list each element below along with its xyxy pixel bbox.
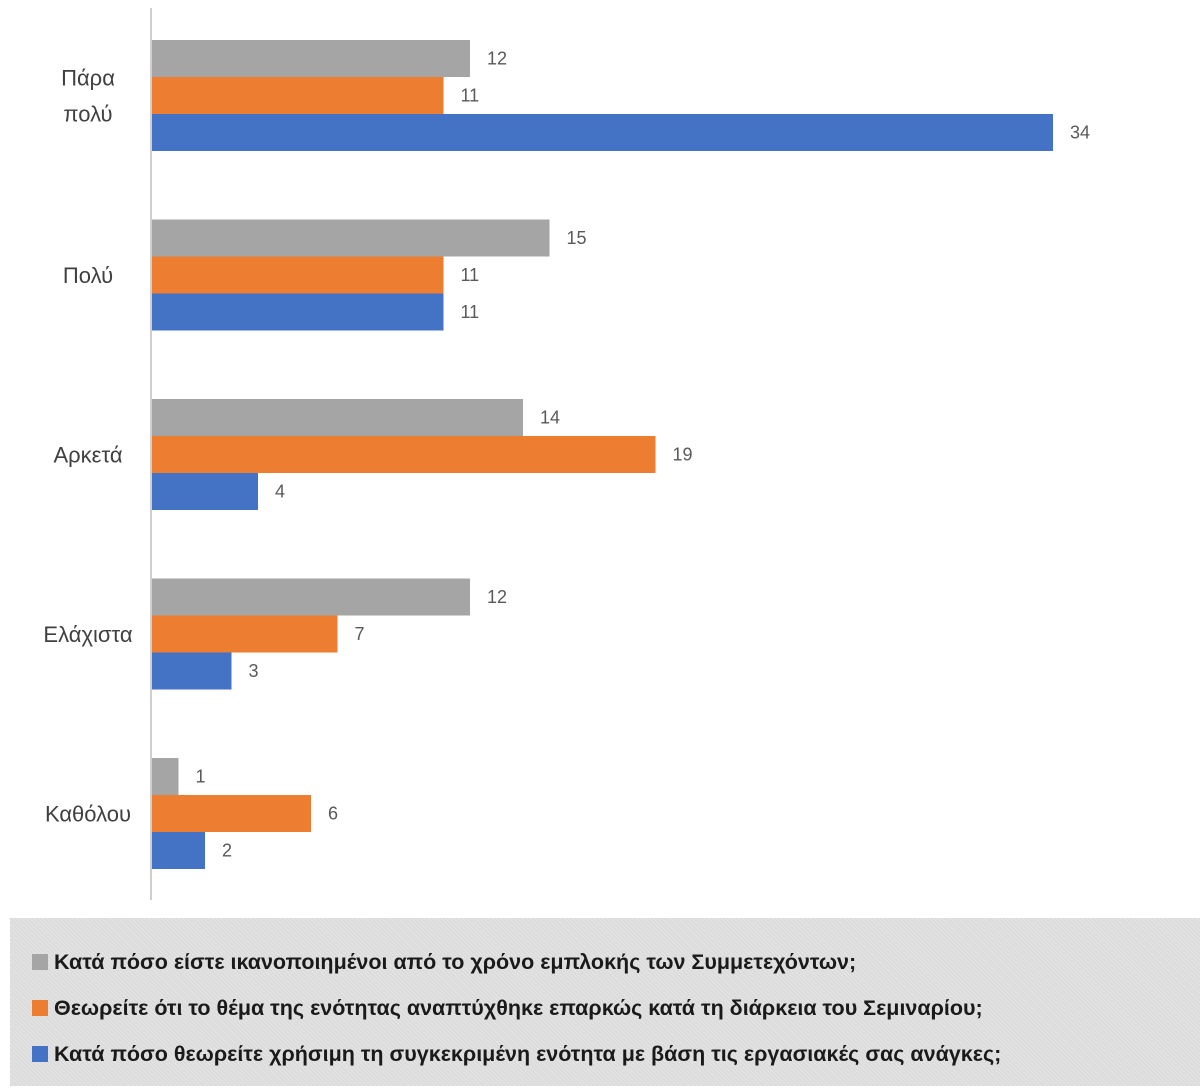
category-label-2: Αρκετά — [53, 443, 122, 468]
bar-gray-2 — [152, 399, 523, 436]
bar-blue-2 — [152, 473, 258, 510]
chart-legend: Κατά πόσο είστε ικανοποιημένοι από το χρ… — [10, 918, 1200, 1086]
category-label-line: πολύ — [63, 102, 112, 127]
legend-swatch — [32, 954, 48, 970]
bar-blue-0 — [152, 114, 1053, 151]
legend-swatch — [32, 1000, 48, 1016]
data-label-orange-2: 19 — [673, 445, 693, 465]
bar-gray-4 — [152, 758, 179, 795]
bar-chart: 12 11 34 15 11 11 14 19 4 12 7 3 1 6 2 Πάρα πολύ Πολύ Αρκ… — [43, 8, 1091, 900]
data-label-orange-1: 11 — [461, 265, 480, 285]
bar-gray-1 — [152, 219, 550, 257]
legend-item-gray: Κατά πόσο είστε ικανοποιημένοι από το χρ… — [32, 946, 1200, 978]
category-label-line: Αρκετά — [53, 443, 122, 468]
data-label-gray-2: 14 — [540, 408, 560, 428]
value-labels-layer: 12 11 34 15 11 11 14 19 4 12 7 3 1 6 2 — [196, 49, 1091, 861]
category-label-line: Πολύ — [63, 263, 113, 288]
data-label-blue-1: 11 — [461, 302, 480, 322]
bar-gray-3 — [152, 578, 470, 616]
data-label-orange-0: 11 — [461, 86, 480, 106]
category-label-line: Πάρα — [61, 66, 115, 91]
legend-item-orange: Θεωρείτε ότι το θέμα της ενότητας αναπτύ… — [32, 992, 1200, 1024]
category-label-1: Πολύ — [63, 263, 113, 288]
data-label-gray-1: 15 — [567, 228, 587, 248]
category-label-line: Καθόλου — [45, 802, 131, 827]
category-label-line: Ελάχιστα — [43, 622, 132, 647]
category-label-3: Ελάχιστα — [43, 622, 132, 647]
data-label-gray-4: 1 — [196, 767, 206, 787]
bar-orange-0 — [152, 77, 444, 114]
category-label-0: Πάρα πολύ — [61, 66, 115, 127]
bar-blue-3 — [152, 652, 232, 690]
data-label-blue-3: 3 — [249, 661, 259, 681]
bar-orange-3 — [152, 615, 338, 653]
data-label-blue-4: 2 — [222, 841, 232, 861]
category-label-4: Καθόλου — [45, 802, 131, 827]
bar-gray-0 — [152, 40, 470, 77]
bar-blue-4 — [152, 832, 205, 869]
legend-label: Θεωρείτε ότι το θέμα της ενότητας αναπτύ… — [54, 995, 983, 1020]
legend-label: Κατά πόσο είστε ικανοποιημένοι από το χρ… — [54, 949, 857, 974]
data-label-blue-0: 34 — [1070, 123, 1090, 143]
bar-orange-1 — [152, 256, 444, 294]
bar-blue-1 — [152, 293, 444, 331]
category-labels-layer: Πάρα πολύ Πολύ Αρκετά Ελάχιστα Καθόλου — [43, 66, 132, 827]
data-label-orange-4: 6 — [328, 804, 338, 824]
data-label-gray-3: 12 — [487, 587, 507, 607]
data-label-orange-3: 7 — [355, 624, 365, 644]
bar-orange-2 — [152, 436, 656, 473]
legend-swatch — [32, 1046, 48, 1062]
bar-orange-4 — [152, 795, 311, 832]
bars-layer — [152, 40, 1053, 869]
data-label-blue-2: 4 — [275, 482, 285, 502]
legend-item-blue: Κατά πόσο θεωρείτε χρήσιμη τη συγκεκριμέ… — [32, 1038, 1200, 1070]
data-label-gray-0: 12 — [487, 49, 507, 69]
legend-label: Κατά πόσο θεωρείτε χρήσιμη τη συγκεκριμέ… — [54, 1041, 1002, 1066]
